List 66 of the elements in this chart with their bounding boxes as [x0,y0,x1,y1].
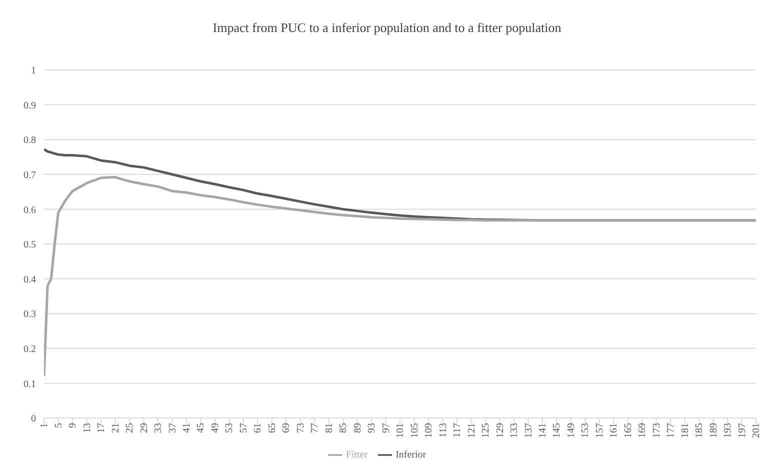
x-tick-label: 9 [68,423,79,428]
chart-title: Impact from PUC to a inferior population and to a fitter population [212,19,562,37]
x-tick-label: 185 [694,423,706,438]
x-tick-label: 149 [566,423,577,438]
x-tick-label: 61 [252,423,264,433]
x-tick-label: 177 [666,423,677,438]
x-tick-label: 77 [310,423,321,433]
x-tick-label: 125 [480,423,492,438]
x-tick-label: 101 [395,423,406,438]
x-tick-label: 97 [380,423,392,433]
x-tick-label: 37 [167,423,178,433]
x-tick-label: 161 [608,423,620,438]
x-tick-label: 57 [238,423,250,433]
x-tick-label: 65 [266,423,278,433]
line-series [44,176,756,378]
x-tick-label: 121 [466,423,478,438]
x-tick-label: 109 [424,423,435,438]
y-tick-label: 0.6 [24,204,36,216]
x-tick-label: 129 [494,423,506,438]
y-tick-label: 0.3 [24,309,36,320]
x-tick-label: 1 [39,423,50,428]
x-tick-label: 181 [680,423,691,438]
x-tick-label: 53 [224,423,236,433]
x-tick-label: 25 [124,423,136,433]
x-tick-label: 73 [295,423,306,433]
x-tick-label: 153 [580,423,592,438]
x-tick-label: 105 [409,423,420,438]
x-tick-label: 21 [110,423,122,433]
x-tick-label: 193 [722,423,734,438]
x-tick-label: 157 [594,423,606,438]
x-tick-label: 141 [538,423,548,438]
y-tick-label: 0 [31,414,36,425]
y-tick-label: 0.7 [24,170,36,181]
x-tick-label: 89 [352,423,364,433]
x-tick-label: 145 [552,423,563,438]
x-tick-label: 165 [622,423,634,438]
x-tick-label: 49 [210,423,221,433]
x-tick-label: 85 [338,423,350,433]
x-tick-label: 13 [82,423,93,433]
x-tick-label: 93 [366,423,378,433]
x-tick-label: 33 [153,423,164,433]
x-tick-label: 137 [523,423,534,438]
x-tick-label: 189 [708,423,720,438]
y-tick-label: 0.5 [24,240,36,251]
y-tick-label: 0.8 [24,135,36,146]
x-tick-label: 201 [751,423,762,438]
x-tick-label: 29 [138,423,150,433]
x-tick-label: 133 [509,423,520,438]
x-tick-label: 113 [438,423,449,438]
x-tick-label: 5 [53,423,64,428]
y-tick-label: 0.4 [24,274,36,286]
y-tick-label: 0.2 [24,344,36,355]
x-tick-label: 173 [651,423,662,438]
y-tick-label: 0.9 [24,100,36,112]
x-tick-label: 197 [736,423,748,438]
x-tick-label: 45 [196,423,207,433]
x-tick-label: 69 [281,423,292,433]
x-tick-label: 169 [637,423,648,438]
legend-label: Fitter [346,449,368,460]
y-tick-label: 1 [31,66,36,77]
y-tick-label: 0.1 [24,378,36,390]
x-tick-label: 17 [96,423,108,433]
legend-label: Inferior [396,449,426,460]
x-tick-label: 117 [452,423,464,438]
x-tick-label: 41 [182,423,192,433]
x-tick-label: 81 [324,423,335,433]
